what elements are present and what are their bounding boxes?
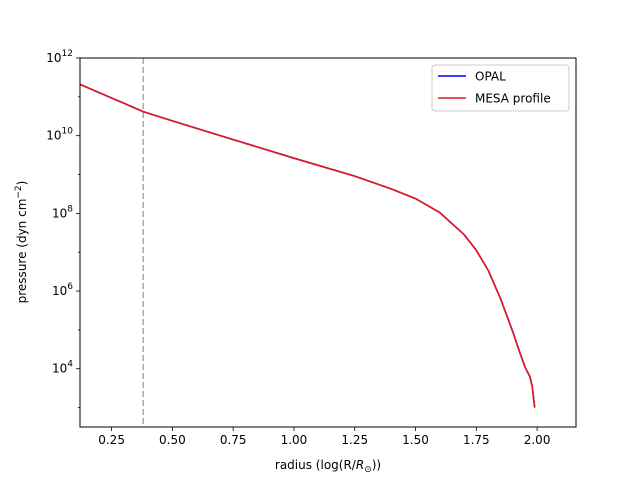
x-axis-label: radius (log(R/R⊙)) xyxy=(275,458,381,475)
x-tick-label: 1.75 xyxy=(463,433,490,447)
legend-label-opal: OPAL xyxy=(475,70,506,84)
x-tick-label: 0.50 xyxy=(159,433,186,447)
legend-box xyxy=(431,64,570,112)
x-tick-label: 0.75 xyxy=(220,433,247,447)
y-tick-label: 1012 xyxy=(46,49,73,65)
x-tick-label: 1.00 xyxy=(281,433,308,447)
x-tick-label: 0.25 xyxy=(98,433,125,447)
legend-label-mesa: MESA profile xyxy=(475,92,551,106)
legend: OPAL MESA profile xyxy=(431,64,570,112)
x-axis-ticks: 0.25 0.50 0.75 1.00 1.25 1.50 1.75 2.00 xyxy=(98,427,550,447)
x-tick-label: 2.00 xyxy=(524,433,551,447)
x-tick-label: 1.25 xyxy=(341,433,368,447)
axes-frame xyxy=(79,57,577,428)
y-tick-label: 104 xyxy=(52,360,73,376)
series-line-1 xyxy=(79,83,536,408)
y-axis-ticks: 104 106 108 1010 1012 xyxy=(46,49,80,408)
y-tick-label: 106 xyxy=(52,282,73,298)
series-lines xyxy=(79,83,536,408)
y-tick-label: 1010 xyxy=(46,127,73,143)
y-axis-label: pressure (dyn cm−2) xyxy=(14,181,29,304)
plot-area xyxy=(79,58,536,427)
x-tick-label: 1.50 xyxy=(402,433,429,447)
y-tick-label: 108 xyxy=(52,204,73,220)
